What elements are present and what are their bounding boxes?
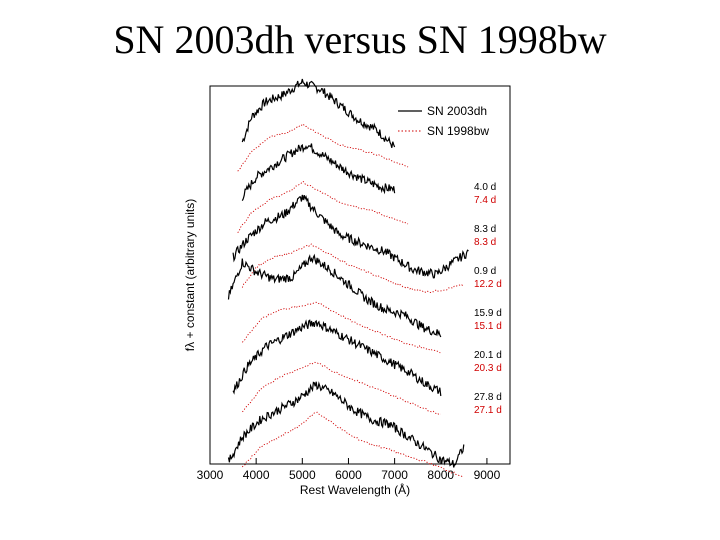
legend: SN 2003dh SN 1998bw [398, 104, 489, 138]
spectrum-sn2003dh-8 [232, 319, 442, 397]
spectrum-sn1998bw-5 [241, 243, 465, 294]
spectrum-sn1998bw-7 [241, 301, 441, 354]
legend-label-sn1998bw: SN 1998bw [427, 124, 489, 138]
spectrum-sn2003dh-2 [241, 143, 396, 201]
plot-frame [209, 85, 511, 465]
spectrum-sn2003dh-6 [227, 253, 442, 338]
x-tick-label-8000: 8000 [427, 468, 454, 482]
epoch-label-7: 15.1 d [474, 321, 502, 332]
epoch-label-4: 0.9 d [474, 266, 496, 277]
spectrum-sn2003dh-10 [227, 381, 465, 468]
series-layer [227, 78, 469, 478]
x-tick-label-4000: 4000 [243, 468, 270, 482]
y-axis-label: fλ + constant (arbitrary units) [183, 199, 197, 351]
x-tick-label-9000: 9000 [474, 468, 501, 482]
epoch-label-9: 20.3 d [474, 363, 502, 374]
slide-title: SN 2003dh versus SN 1998bw [113, 17, 607, 62]
x-axis-tick-labels: 3000 4000 5000 6000 7000 8000 9000 [197, 468, 501, 482]
epoch-label-10: 27.8 d [474, 392, 502, 403]
x-tick-label-7000: 7000 [381, 468, 408, 482]
epoch-label-0: 4.0 d [474, 182, 496, 193]
epoch-label-8: 20.1 d [474, 350, 502, 361]
spectrum-sn1998bw-11 [241, 411, 464, 478]
x-tick-label-5000: 5000 [289, 468, 316, 482]
epoch-labels: 4.0 d 7.4 d 8.3 d 8.3 d 0.9 d 12.2 d 15.9 d 15.… [474, 182, 502, 416]
x-tick-label-3000: 3000 [197, 468, 224, 482]
epoch-label-6: 15.9 d [474, 308, 502, 319]
epoch-label-5: 12.2 d [474, 279, 502, 290]
epoch-label-2: 8.3 d [474, 224, 496, 235]
legend-label-sn2003dh: SN 2003dh [427, 104, 487, 118]
x-axis-label: Rest Wavelength (Å) [300, 482, 410, 497]
spectrum-sn1998bw-3 [237, 180, 409, 233]
spectrum-sn1998bw-9 [242, 361, 441, 416]
spectrum-sn2003dh-4 [232, 194, 469, 279]
spectrum-sn1998bw-1 [237, 123, 409, 172]
epoch-label-11: 27.1 d [474, 405, 502, 416]
epoch-label-1: 7.4 d [474, 195, 496, 206]
x-tick-label-6000: 6000 [335, 468, 362, 482]
epoch-label-3: 8.3 d [474, 237, 496, 248]
spectrum-sn2003dh-0 [241, 78, 396, 148]
